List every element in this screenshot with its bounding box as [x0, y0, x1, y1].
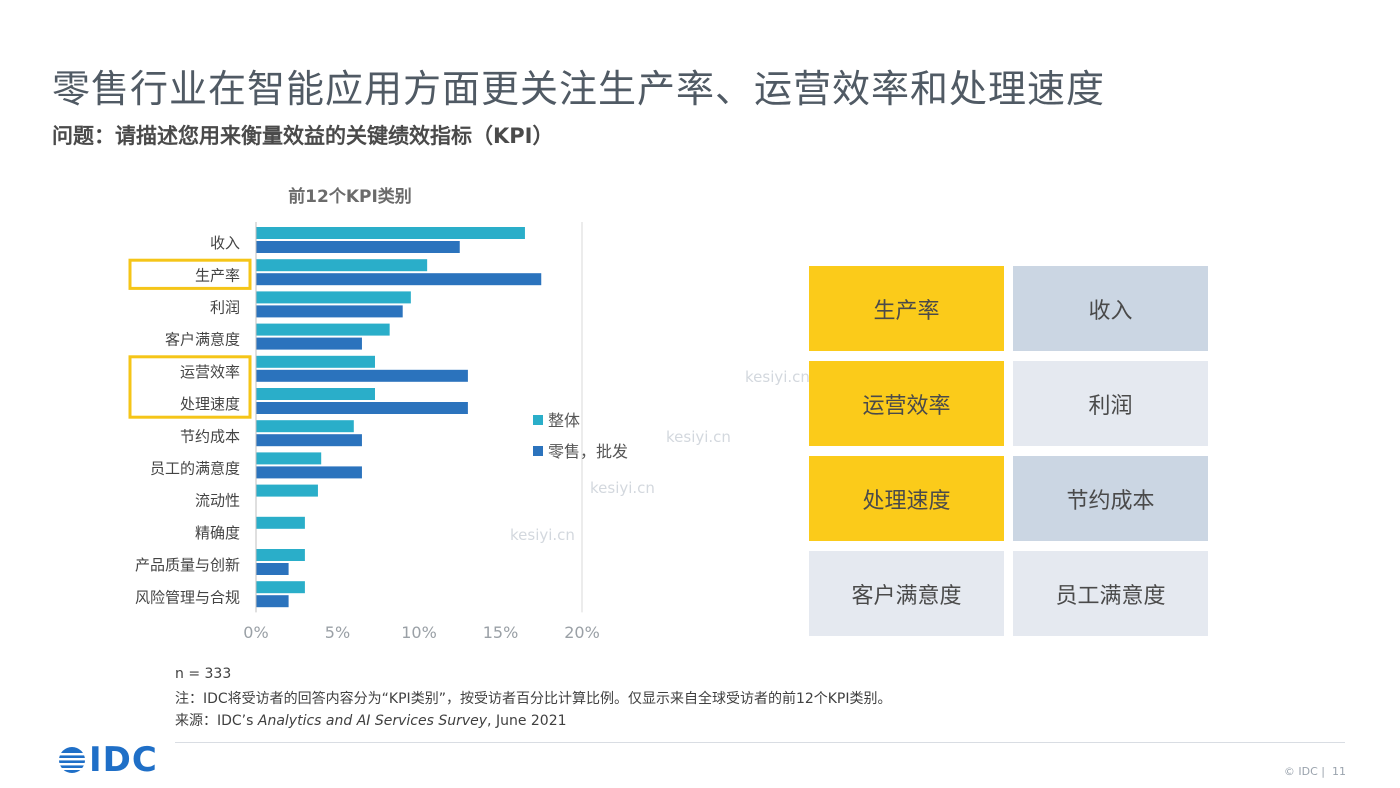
- kpi-tile: 利润: [1013, 361, 1208, 446]
- category-label: 处理速度: [180, 395, 240, 413]
- bar-overall: [256, 452, 322, 465]
- bar-overall: [256, 581, 305, 594]
- footer-divider: [175, 742, 1345, 743]
- bar-overall: [256, 227, 525, 239]
- category-label: 生产率: [195, 266, 240, 284]
- bar-overall: [256, 259, 428, 272]
- sample-size: n = 333: [175, 666, 232, 682]
- footnote: 注：IDC将受访者的回答内容分为“KPI类别”，按受访者百分比计算比例。仅显示来…: [175, 691, 892, 707]
- watermark-text: kesiyi.cn: [745, 368, 810, 386]
- category-label: 节约成本: [180, 427, 240, 445]
- category-label: 员工的满意度: [150, 460, 240, 478]
- bar-overall: [256, 355, 375, 368]
- kpi-tile: 客户满意度: [809, 551, 1004, 636]
- kpi-tile: 处理速度: [809, 456, 1004, 541]
- category-label: 精确度: [195, 524, 240, 542]
- legend-label: 整体: [548, 411, 580, 430]
- slide-subtitle: 问题：请描述您用来衡量效益的关键绩效指标（KPI）: [52, 124, 554, 148]
- category-label: 风险管理与合规: [135, 588, 240, 606]
- page-number: 11: [1332, 765, 1346, 778]
- x-tick-label: 10%: [401, 623, 437, 642]
- legend-label: 零售，批发: [548, 442, 628, 461]
- bar-retail: [256, 563, 289, 575]
- category-label: 利润: [210, 299, 240, 317]
- x-tick-label: 15%: [483, 623, 519, 642]
- bar-overall: [256, 420, 354, 433]
- x-tick-label: 20%: [564, 623, 600, 642]
- bar-overall: [256, 291, 411, 304]
- watermark-text: kesiyi.cn: [510, 526, 575, 544]
- bar-overall: [256, 388, 375, 400]
- bar-retail: [256, 595, 289, 608]
- bar-retail: [256, 337, 362, 350]
- category-label: 产品质量与创新: [135, 556, 240, 574]
- source-line: 来源：IDC’s Analytics and AI Services Surve…: [175, 710, 567, 730]
- copyright-text: © IDC |: [1283, 765, 1325, 778]
- bar-overall: [256, 484, 318, 497]
- bar-overall: [256, 323, 390, 336]
- watermark-text: kesiyi.cn: [590, 479, 655, 497]
- kpi-tile: 运营效率: [809, 361, 1004, 446]
- highlight-box: [128, 258, 252, 290]
- kpi-tile: 节约成本: [1013, 456, 1208, 541]
- globe-icon: [58, 747, 86, 773]
- slide-title: 零售行业在智能应用方面更关注生产率、运营效率和处理速度: [52, 67, 1106, 111]
- legend-swatch: [533, 446, 543, 456]
- chart-title: 前12个KPI类别: [288, 186, 412, 207]
- category-label: 流动性: [195, 492, 240, 510]
- idc-logo: IDC: [57, 740, 158, 780]
- kpi-tile: 生产率: [809, 266, 1004, 351]
- bar-retail: [256, 434, 362, 447]
- bar-overall: [256, 549, 305, 561]
- bar-retail: [256, 241, 460, 253]
- bar-retail: [256, 466, 362, 479]
- kpi-tile: 员工满意度: [1013, 551, 1208, 636]
- kpi-tile: 收入: [1013, 266, 1208, 351]
- x-tick-label: 5%: [325, 623, 350, 642]
- category-label: 运营效率: [180, 363, 240, 381]
- x-tick-label: 0%: [243, 623, 268, 642]
- bar-overall: [256, 516, 305, 529]
- category-label: 客户满意度: [165, 331, 240, 349]
- source-title: Analytics and AI Services Survey: [257, 713, 488, 729]
- source-prefix: 来源：IDC’s: [175, 713, 258, 729]
- legend-swatch: [533, 415, 543, 425]
- category-label: 收入: [210, 234, 240, 252]
- highlight-box: [128, 355, 252, 419]
- watermark-text: kesiyi.cn: [666, 428, 731, 446]
- source-suffix: , June 2021: [487, 713, 567, 729]
- bar-retail: [256, 305, 403, 318]
- logo-text: IDC: [89, 740, 158, 780]
- bar-retail: [256, 402, 468, 414]
- copyright: © IDC | 11: [1284, 765, 1346, 778]
- bar-retail: [256, 273, 542, 286]
- bar-retail: [256, 369, 468, 382]
